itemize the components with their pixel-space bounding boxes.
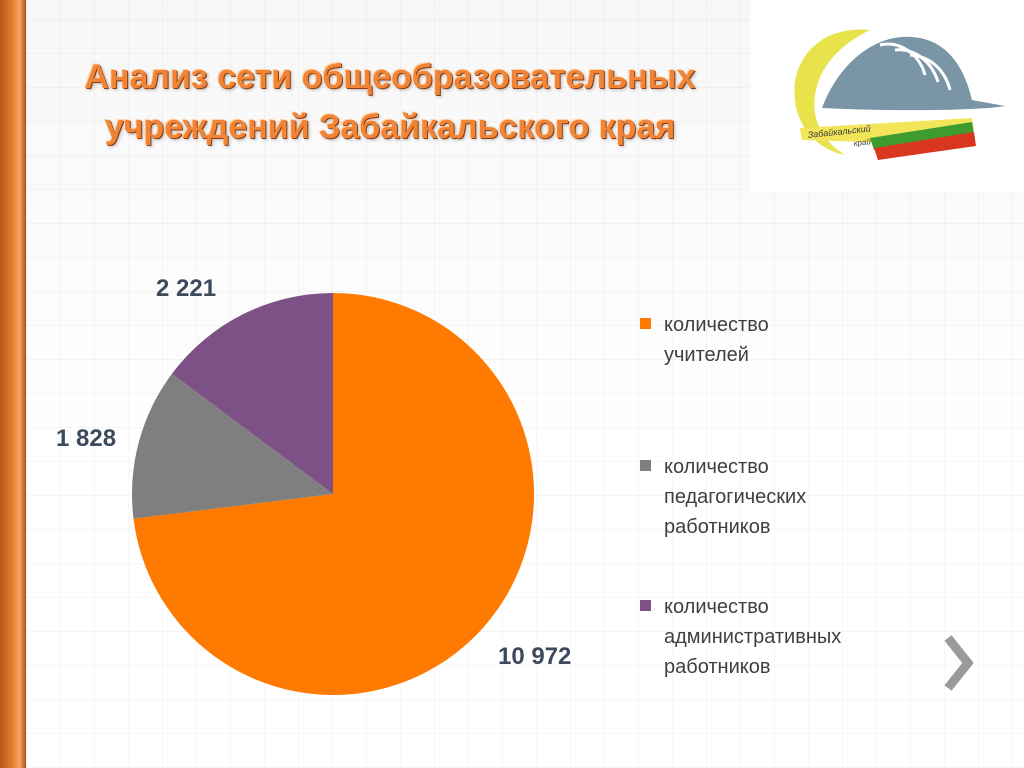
- logo-graphic: Забайкальский край: [794, 29, 1005, 160]
- legend-label-teachers: количество учителей: [664, 310, 904, 370]
- legend-label-pedagogical: количество педагогических работников: [664, 452, 904, 542]
- pie-slice-pedagogical: [131, 373, 333, 519]
- pie-slice-teachers: [133, 293, 534, 695]
- legend-swatch-teachers: [640, 318, 651, 329]
- title-line-2: учреждений Забайкальского края: [104, 108, 676, 146]
- pie-slices: [131, 293, 534, 695]
- chevron-right-icon: [944, 635, 974, 691]
- pie-slice-administrative: [171, 293, 333, 494]
- legend-label-administrative: количество административных работников: [664, 592, 904, 682]
- legend-line: учителей: [664, 344, 749, 366]
- side-accent-bar: [0, 0, 26, 768]
- data-label-pedagogical: 1 828: [56, 425, 116, 452]
- legend-line: административных: [664, 626, 842, 648]
- data-label-teachers: 10 972: [498, 643, 571, 670]
- page-title: Анализ сети общеобразовательных учрежден…: [30, 52, 750, 152]
- legend-line: количество: [664, 596, 769, 618]
- logo-text-line-2: край: [853, 137, 872, 148]
- data-label-administrative: 2 221: [156, 275, 216, 302]
- title-line-1: Анализ сети общеобразовательных: [84, 58, 696, 96]
- legend-line: педагогических: [664, 486, 807, 508]
- next-slide-button[interactable]: [938, 632, 978, 694]
- legend-line: количество: [664, 456, 769, 478]
- legend-line: работников: [664, 656, 771, 678]
- legend-line: количество: [664, 314, 769, 336]
- legend-swatch-pedagogical: [640, 460, 651, 471]
- legend-swatch-administrative: [640, 600, 651, 611]
- region-logo: Забайкальский край: [750, 0, 1024, 192]
- legend-line: работников: [664, 516, 771, 538]
